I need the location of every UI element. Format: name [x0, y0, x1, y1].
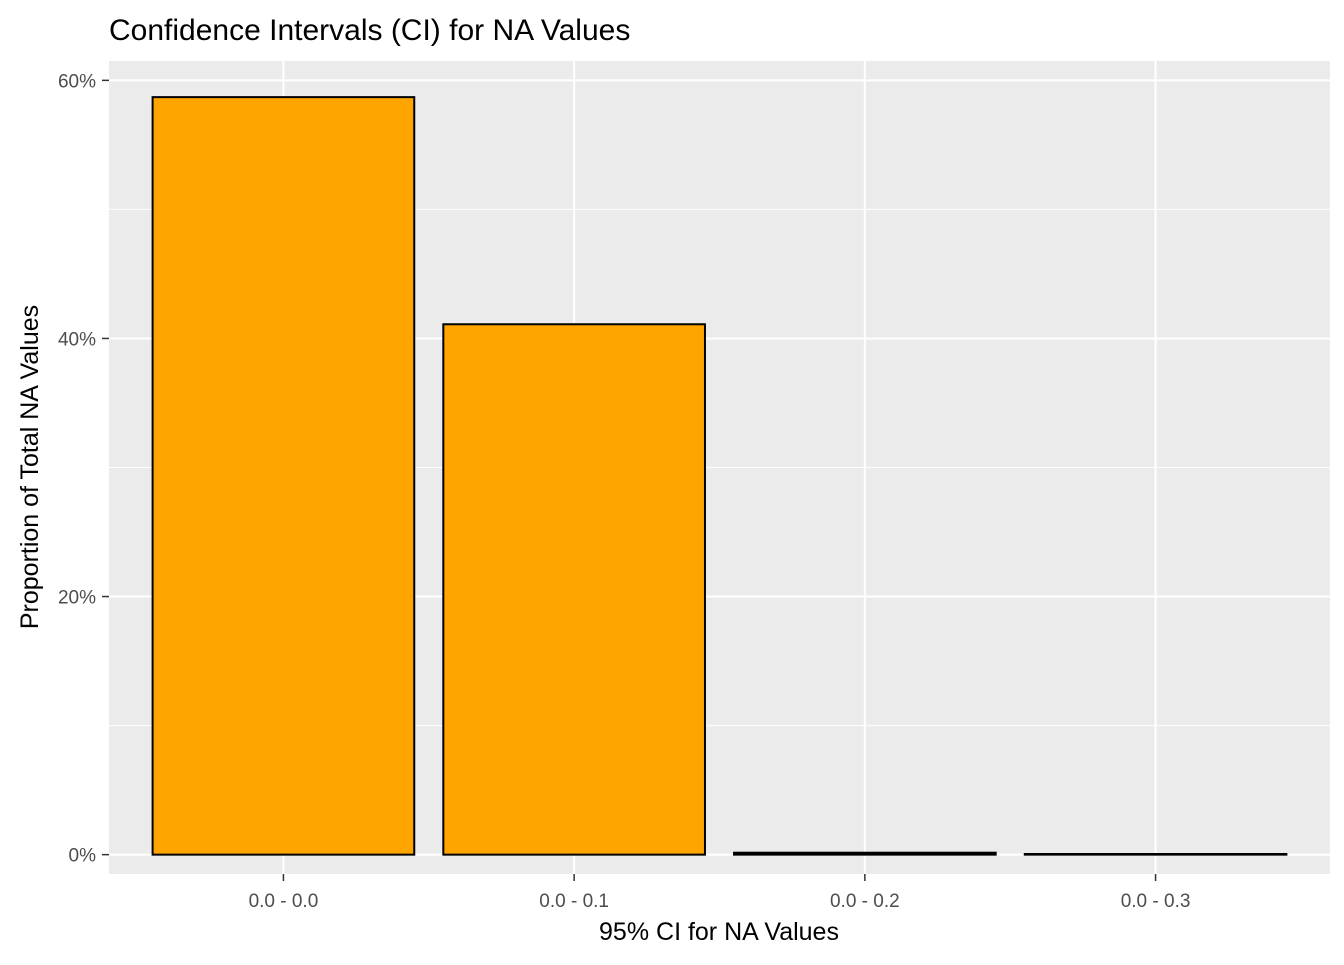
x-tick-label: 0.0 - 0.2: [830, 891, 900, 912]
bar: [442, 323, 706, 856]
y-axis-title: Proportion of Total NA Values: [16, 305, 44, 629]
y-axis: 0% 20% 40% 60%: [58, 71, 109, 867]
chart-title: Confidence Intervals (CI) for NA Values: [109, 14, 630, 47]
bar: [151, 96, 416, 856]
bar: [1023, 852, 1288, 856]
x-axis: 0.0 - 0.0 0.0 - 0.1 0.0 - 0.2 0.0 - 0.3: [249, 874, 1191, 912]
x-tick-label: 0.0 - 0.0: [249, 891, 319, 912]
y-tick-label: 40%: [58, 329, 96, 350]
y-tick-label: 60%: [58, 71, 96, 92]
y-tick-label: 20%: [58, 588, 96, 609]
bar: [733, 851, 997, 856]
x-axis-title: 95% CI for NA Values: [599, 918, 839, 946]
x-tick-label: 0.0 - 0.1: [539, 891, 609, 912]
x-tick-label: 0.0 - 0.3: [1121, 891, 1191, 912]
y-tick-label: 0%: [69, 846, 97, 867]
bars: [151, 96, 1288, 856]
